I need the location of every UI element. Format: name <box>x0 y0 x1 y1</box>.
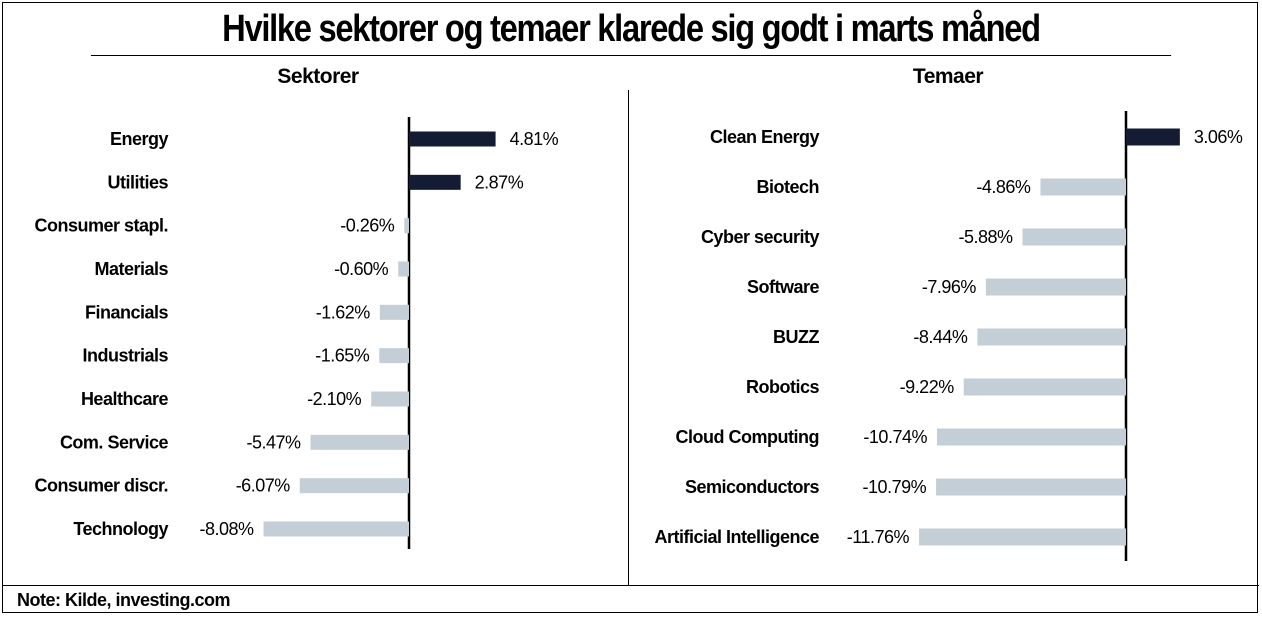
category-label: Utilities <box>107 172 168 192</box>
sectors-chart-title: Sektorer <box>277 65 359 88</box>
themes-bar-chart: Clean Energy 3.06% Biotech -4.86% Cyber secu… <box>654 111 1243 561</box>
value-label: -1.62% <box>316 302 371 322</box>
bar <box>985 278 1126 296</box>
value-label: -11.76% <box>847 527 910 547</box>
bar <box>404 218 409 234</box>
value-label: -6.07% <box>236 476 291 496</box>
value-label: -5.47% <box>246 432 301 452</box>
category-label: Clean Energy <box>710 127 820 147</box>
value-label: -10.79% <box>863 477 927 497</box>
bar <box>409 131 496 147</box>
value-label: -0.60% <box>334 259 389 279</box>
bar <box>263 521 409 537</box>
value-label: -10.74% <box>863 427 927 447</box>
value-label: -0.26% <box>340 216 395 236</box>
bar <box>977 328 1126 346</box>
value-label: -8.44% <box>913 327 968 347</box>
value-label: 4.81% <box>510 129 559 149</box>
bar <box>371 391 409 407</box>
category-label: Cloud Computing <box>676 427 819 447</box>
value-label: -7.96% <box>922 277 977 297</box>
category-label: Artificial Intelligence <box>654 527 819 547</box>
bar <box>1126 128 1180 146</box>
value-label: 3.06% <box>1194 127 1243 147</box>
bar <box>310 434 409 450</box>
category-label: BUZZ <box>773 327 819 347</box>
themes-chart-title: Temaer <box>912 65 984 88</box>
value-label: 2.87% <box>475 172 524 192</box>
bar <box>936 428 1126 446</box>
bar <box>1022 228 1126 246</box>
bar <box>409 174 461 190</box>
bar <box>299 478 409 494</box>
bar <box>1040 178 1126 196</box>
bar <box>963 378 1126 396</box>
category-label: Com. Service <box>60 432 169 452</box>
category-label: Consumer discr. <box>34 476 168 496</box>
value-label: -4.86% <box>976 177 1031 197</box>
value-label: -9.22% <box>900 377 955 397</box>
value-label: -8.08% <box>200 519 255 539</box>
value-label: -1.65% <box>315 346 370 366</box>
sectors-bar-chart: Energy 4.81% Utilities 2.87% Consumer stapl.… <box>34 117 559 549</box>
source-note: Note: Kilde, investing.com <box>17 590 231 610</box>
bar <box>919 528 1126 546</box>
footer-divider <box>3 585 1259 586</box>
category-label: Biotech <box>756 177 819 197</box>
category-label: Industrials <box>82 346 168 366</box>
category-label: Consumer stapl. <box>34 216 168 236</box>
category-label: Cyber security <box>701 227 820 247</box>
bar <box>398 261 409 277</box>
category-label: Energy <box>110 129 169 149</box>
category-label: Materials <box>94 259 168 279</box>
value-label: -2.10% <box>307 389 362 409</box>
category-label: Technology <box>73 519 168 539</box>
category-label: Financials <box>85 302 169 322</box>
panel-divider <box>628 90 629 585</box>
bar <box>379 304 409 320</box>
bar <box>936 478 1126 496</box>
figure-title: Hvilke sektorer og temaer klarede sig go… <box>90 3 1172 56</box>
value-label: -5.88% <box>958 227 1013 247</box>
category-label: Semiconductors <box>685 477 820 497</box>
bar <box>379 348 409 364</box>
category-label: Robotics <box>746 377 819 397</box>
category-label: Software <box>747 277 820 297</box>
category-label: Healthcare <box>81 389 169 409</box>
